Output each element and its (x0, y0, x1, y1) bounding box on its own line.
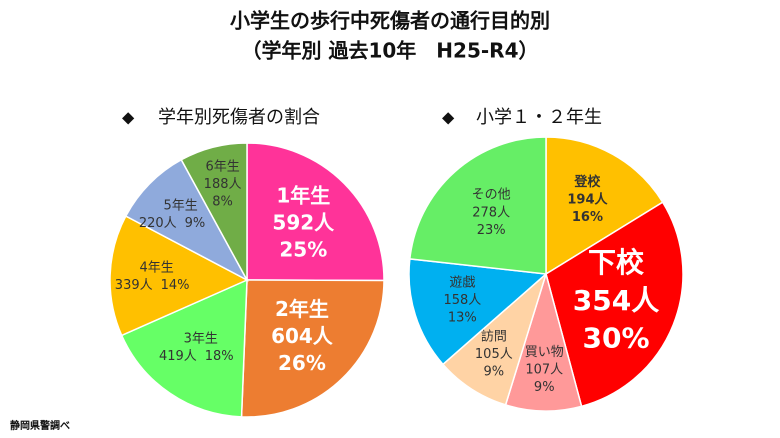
slice-value-label: 419人 (159, 349, 197, 364)
slice-label: 6年生 (205, 159, 239, 174)
slice-label: 買い物 (525, 345, 564, 360)
slice-percent-label: 9% (484, 365, 505, 380)
slice-value-label: 158人 (443, 293, 481, 308)
slice-value-label: 604人 (271, 324, 334, 348)
slice-label: 登校 (573, 174, 601, 190)
slice-label: 下校 (588, 246, 645, 279)
slice-percent-label: 13% (448, 310, 477, 325)
slice-percent-label: 25% (279, 237, 327, 261)
diamond-marker: ◆ (122, 108, 135, 127)
diamond-marker: ◆ (442, 108, 455, 127)
slice-value-label: 107人 (525, 362, 563, 377)
slice-percent-label: 14% (161, 278, 190, 293)
slice-label: 5年生 (164, 198, 198, 213)
pie-title: 小学１・２年生 (476, 107, 602, 128)
pie-slice (240, 279, 385, 418)
slice-value-label: 220人 (139, 216, 177, 231)
slice-percent-label: 8% (212, 194, 233, 209)
pie-slice (120, 278, 248, 418)
slice-percent-label: 26% (278, 351, 326, 375)
pie-slice (246, 142, 385, 282)
chart-title: 小学生の歩行中死傷者の通行目的別 (230, 9, 550, 33)
slice-percent-label: 18% (205, 349, 234, 364)
chart-subtitle: （学年別 過去10年 H25-R4） (242, 39, 539, 63)
slice-percent-label: 16% (572, 210, 603, 225)
slice-value-label: 354人 (573, 284, 659, 317)
pie-slice (409, 136, 547, 275)
slice-label: 3年生 (184, 332, 218, 347)
slice-label: その他 (472, 188, 511, 203)
pie-slice (124, 158, 249, 282)
slice-percent-label: 9% (185, 216, 206, 231)
pie-title: 学年別死傷者の割合 (158, 107, 320, 128)
slice-label: 訪問 (481, 328, 507, 344)
slice-value-label: 194人 (567, 191, 608, 207)
pie-slice (408, 258, 548, 366)
slice-label: 2年生 (275, 297, 329, 321)
source-note: 静岡県警調べ (10, 419, 70, 432)
slice-label: 1年生 (276, 183, 330, 207)
slice-value-label: 105人 (475, 347, 513, 362)
pie-slice (545, 136, 664, 276)
slice-value-label: 278人 (472, 205, 510, 220)
slice-percent-label: 23% (477, 223, 506, 238)
slice-percent-label: 9% (534, 380, 555, 395)
pie-slice (109, 215, 249, 337)
pie-slice (545, 201, 684, 408)
slice-percent-label: 30% (583, 322, 650, 355)
slice-value-label: 339人 (115, 278, 153, 293)
slice-label: 4年生 (139, 261, 173, 276)
slice-value-label: 592人 (272, 210, 335, 234)
slice-value-label: 188人 (204, 177, 242, 192)
pie-slice (180, 142, 248, 281)
slice-label: 遊戯 (449, 275, 475, 290)
